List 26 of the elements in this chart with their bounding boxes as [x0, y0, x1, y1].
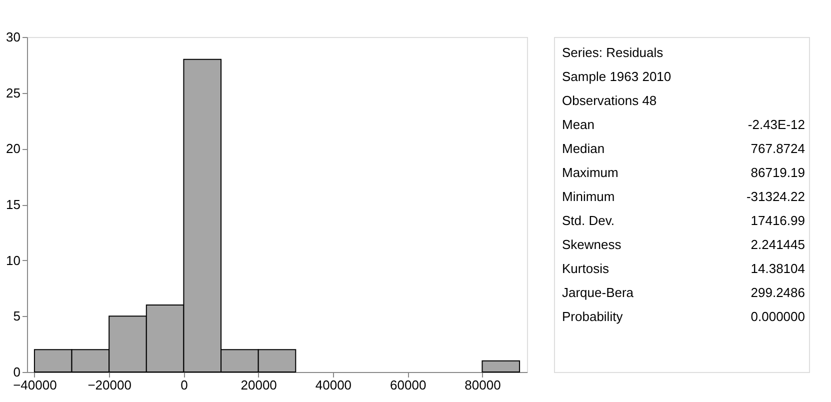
y-tick-label: 20	[6, 141, 20, 156]
text: Median 767.8724	[562, 141, 805, 156]
y-tick-label: 25	[6, 85, 20, 100]
x-tick-label: 60000	[390, 378, 426, 392]
text: Kurtosis 14.38104	[562, 261, 805, 276]
x-tick-label: 80000	[464, 378, 501, 392]
text: Maximum 86719.19	[562, 165, 805, 180]
text: Mean -2.43E-12	[562, 117, 805, 132]
x-tick-label: 0	[180, 378, 188, 392]
y-tick-label: 10	[6, 252, 20, 268]
x-tick-label: 20000	[240, 378, 277, 392]
text: Sample 1963 2010	[562, 69, 672, 84]
text: Std. Dev. 17416.99	[562, 213, 805, 228]
text: Series: Residuals	[562, 45, 664, 60]
y-tick-label: 5	[13, 308, 20, 324]
text: Skewness 2.241445	[562, 237, 805, 252]
y-tick-label: 0	[13, 364, 20, 380]
x-tick-label: 40000	[315, 378, 352, 392]
y-tick-label: 30	[6, 30, 20, 44]
y-tick-label: 15	[6, 197, 20, 212]
text: Jarque-Bera 299.2486	[562, 285, 805, 300]
x-tick-label: −20000	[88, 378, 132, 392]
text: Minimum -31324.22	[562, 189, 805, 204]
text: Observations 48	[562, 93, 657, 108]
text: Probability 0.000000	[562, 309, 805, 324]
x-tick-label: −40000	[13, 378, 57, 392]
